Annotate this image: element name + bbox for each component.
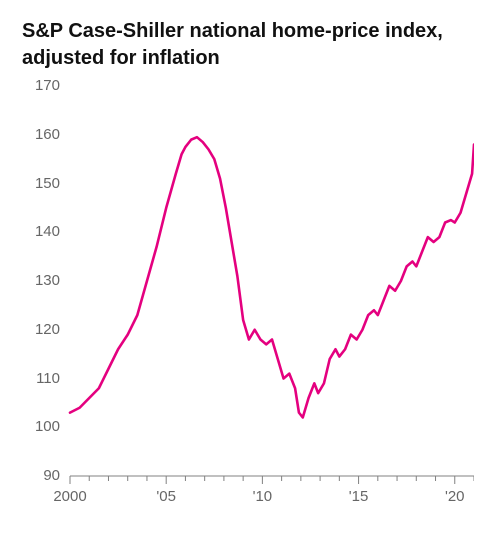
chart-title: S&P Case-Shiller national home-price ind…	[22, 18, 478, 72]
line-chart: 901001101201301401501601702000'05'10'15'…	[22, 78, 474, 506]
chart-container: S&P Case-Shiller national home-price ind…	[0, 0, 500, 537]
series-line-case-shiller	[70, 137, 474, 417]
x-axis-tick-label: '05	[141, 488, 191, 505]
x-axis-tick-label: '20	[430, 488, 480, 505]
x-axis-tick-label: '10	[237, 488, 287, 505]
x-axis-tick-label: 2000	[45, 488, 95, 505]
chart-svg	[22, 78, 474, 506]
x-axis-tick-label: '15	[334, 488, 384, 505]
